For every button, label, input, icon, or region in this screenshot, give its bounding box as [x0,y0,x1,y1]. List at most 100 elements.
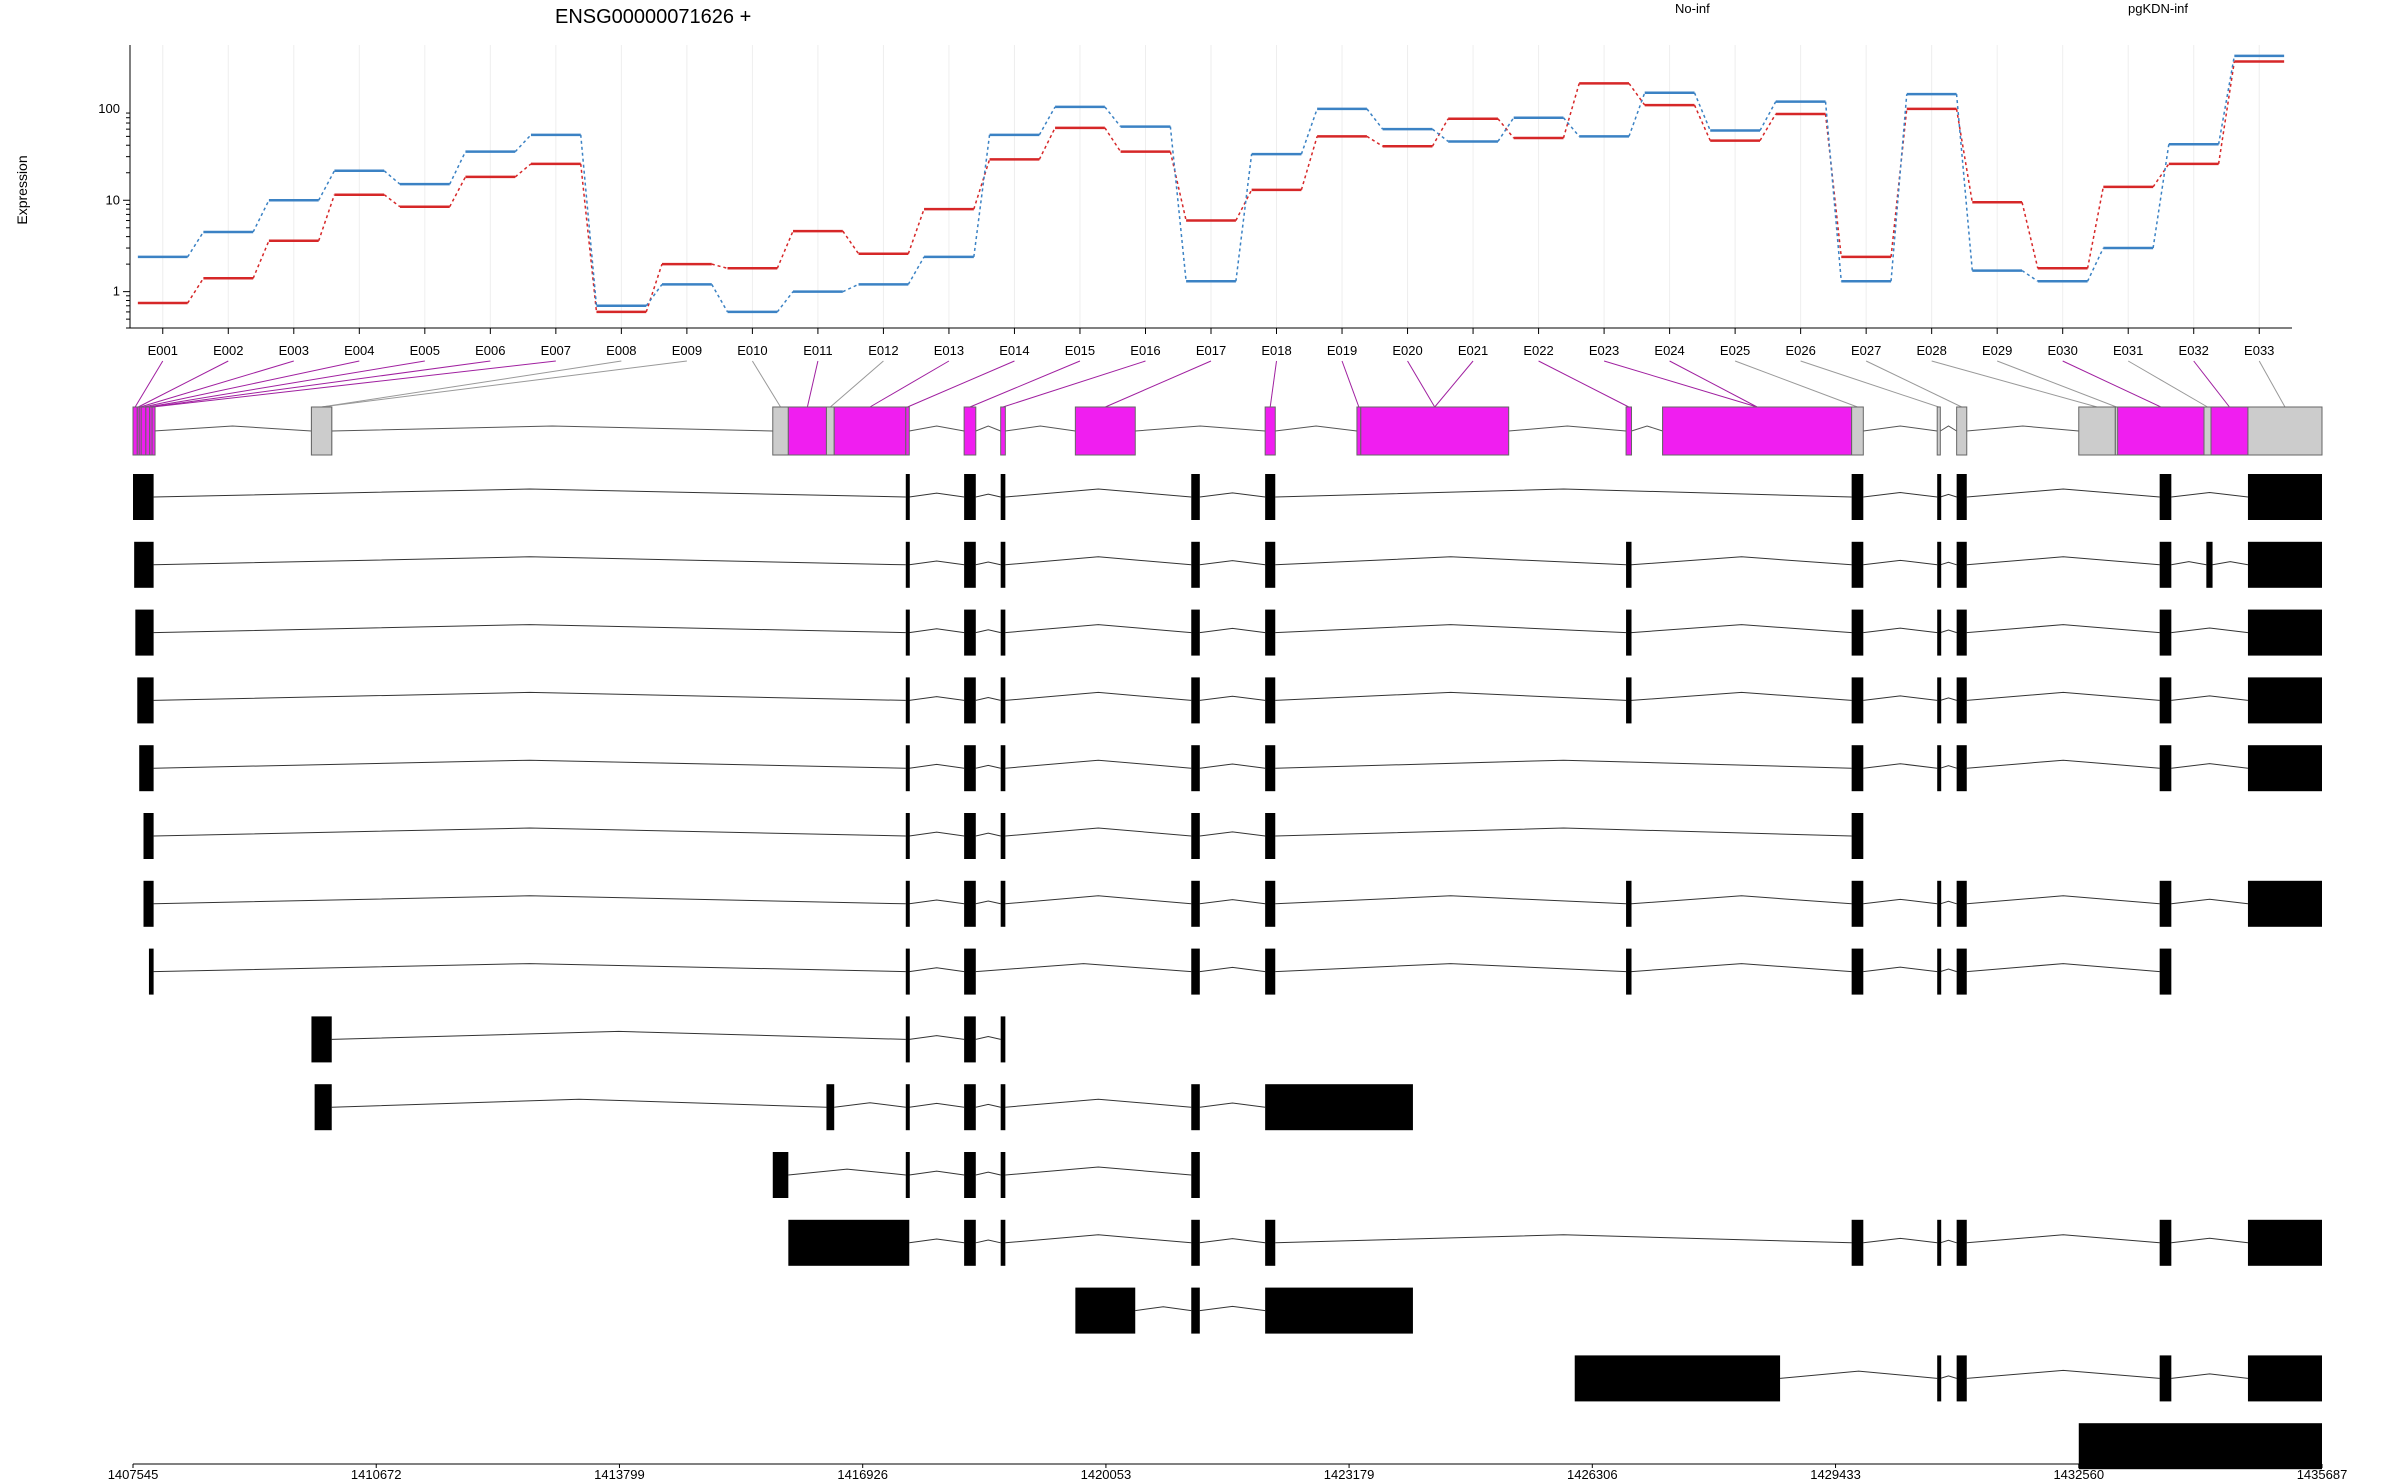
exon-connector [907,360,1015,408]
exon-connector [1865,360,1962,408]
transcript-exon [137,677,154,724]
exon-connector [1931,360,2098,408]
transcript-1 [133,474,2322,520]
transcript-exon [1000,609,1006,656]
series-connector [383,194,401,208]
transcript-exon [1000,1219,1006,1266]
exon-connector [1407,360,1436,408]
exon-connector [1269,360,1278,408]
gene-intron [909,425,965,432]
series-connector [579,134,598,306]
series-connector [187,231,205,258]
transcript-intron [1966,963,2160,973]
exon-connector [806,360,819,408]
transcript-exon [1000,745,1006,792]
transcript-exon [788,1219,910,1266]
series-connector [1955,94,1974,271]
transcript-exon [1000,677,1006,724]
series-connector [2021,269,2039,282]
transcript-intron [909,1238,965,1244]
transcript-intron [975,697,1001,701]
transcript-exon [135,609,154,656]
transcript-intron [2171,763,2249,769]
gene-exon-box [2203,406,2212,456]
transcript-intron [975,1239,1001,1244]
transcript-intron [1940,1239,1957,1244]
transcript-intron [909,763,965,769]
transcript-intron [2171,627,2249,634]
transcript-exon [2247,1355,2322,1402]
transcript-exon [1265,474,1276,520]
genomic-tick-label: 1420053 [1081,1467,1132,1480]
series-connector [318,170,336,201]
transcript-intron [975,764,1001,769]
transcript-intron [975,1103,1001,1108]
legend-no-inf: No-inf [1675,1,1710,16]
x-tick-label: E023 [1589,343,1619,358]
transcript-intron [1940,561,1957,566]
transcript-intron [909,628,965,634]
series-connector [1759,101,1777,131]
transcript-exon [1937,541,1942,588]
x-tick-label: E009 [672,343,702,358]
transcript-intron [1199,627,1266,634]
transcript-intron [1199,763,1266,769]
exon-connector [143,360,360,408]
transcript-intron [1199,1305,1266,1312]
transcript-exon [2159,745,2172,792]
transcript-intron [153,895,906,905]
series-connector [1628,92,1646,137]
x-tick-label: E001 [148,343,178,358]
exon-axis: E001 E002 E003 E004 E005 E006 E007 E008 E009 E010… [130,327,2292,358]
transcript-exon [1937,745,1942,792]
transcript-exon [1956,948,1967,995]
gene-exon-box [2117,406,2205,456]
genomic-tick-label: 1435687 [2297,1467,2348,1480]
transcript-exon [1191,1152,1200,1198]
transcript-intron [1940,493,1957,498]
gene-exon-box [2247,406,2323,456]
transcript-intron [1005,759,1192,769]
transcript-intron [2171,1237,2249,1244]
transcript-exon [964,745,976,792]
transcript-intron [1275,624,1627,634]
transcript-exon [1956,1219,1967,1266]
transcript-intron [975,493,1001,498]
gene-model [132,406,2323,456]
transcript-exon [2159,1219,2172,1266]
gridlines [162,45,2260,328]
transcript-intron [909,492,965,498]
genomic-tick-label: 1432560 [2053,1467,2104,1480]
y-tick-label: 100 [98,101,120,116]
x-tick-label: E014 [999,343,1029,358]
transcript-intron [1275,556,1627,566]
transcript-exon [2159,541,2172,588]
transcript-exon [1191,948,1200,995]
exon-connector [969,360,1081,408]
x-tick-label: E020 [1392,343,1422,358]
exon-connector [1734,360,1858,408]
transcript-exon [964,880,976,927]
gene-exon-box [1662,406,1853,456]
transcript-intron [1631,963,1852,973]
transcript-intron [1275,1234,1852,1244]
series-connector [2217,61,2236,165]
transcript-exon [964,1219,976,1266]
x-tick-label: E024 [1654,343,1684,358]
series-connector [1497,117,1515,142]
gene-exon-box [772,406,789,456]
gene-exon-box [1074,406,1136,456]
transcript-intron [1005,895,1192,905]
x-tick-label: E019 [1327,343,1357,358]
transcript-intron [1005,1234,1192,1244]
transcript-exon [1265,813,1276,859]
gene-intron [1508,425,1627,432]
transcript-exon [1956,609,1967,656]
transcript-exon [2159,609,2172,656]
transcript-exon [1956,677,1967,724]
transcript-exon [1937,1355,1942,1402]
y-tick-label: 1 [113,284,120,299]
transcript-exon [905,880,910,927]
transcript-exon [139,745,154,792]
transcript-intron [1863,559,1938,566]
